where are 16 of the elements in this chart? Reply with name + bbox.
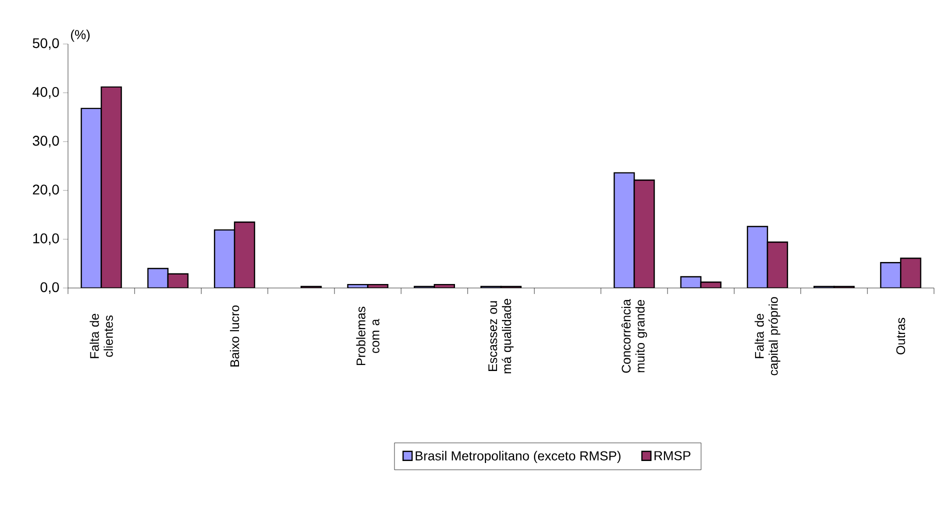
- x-tick-label: Concorrência muito grande: [621, 299, 648, 373]
- y-tick-label: 40,0: [32, 87, 59, 99]
- y-tick-label: 50,0: [32, 38, 59, 50]
- x-tick-label: Falta de clientes: [90, 314, 113, 358]
- x-tick-label: Outras: [896, 318, 906, 354]
- x-tick-label: Baixo lucro: [230, 305, 240, 366]
- y-tick-label: 30,0: [32, 136, 59, 148]
- x-tick-label: Escassez ou má qualidade: [488, 298, 514, 374]
- x-tick-label: Falta de capital próprio: [754, 297, 780, 376]
- y-axis-title: (%): [71, 30, 90, 42]
- y-tick-label: 10,0: [33, 233, 59, 245]
- y-tick-label: 20,0: [32, 184, 59, 196]
- x-tick-label: Problemas com a: [356, 306, 380, 366]
- legend-label: Brasil Metropolitano (exceto RMSP): [416, 450, 620, 464]
- y-tick-label: 0,0: [40, 282, 59, 294]
- legend-label: RMSP: [654, 451, 690, 460]
